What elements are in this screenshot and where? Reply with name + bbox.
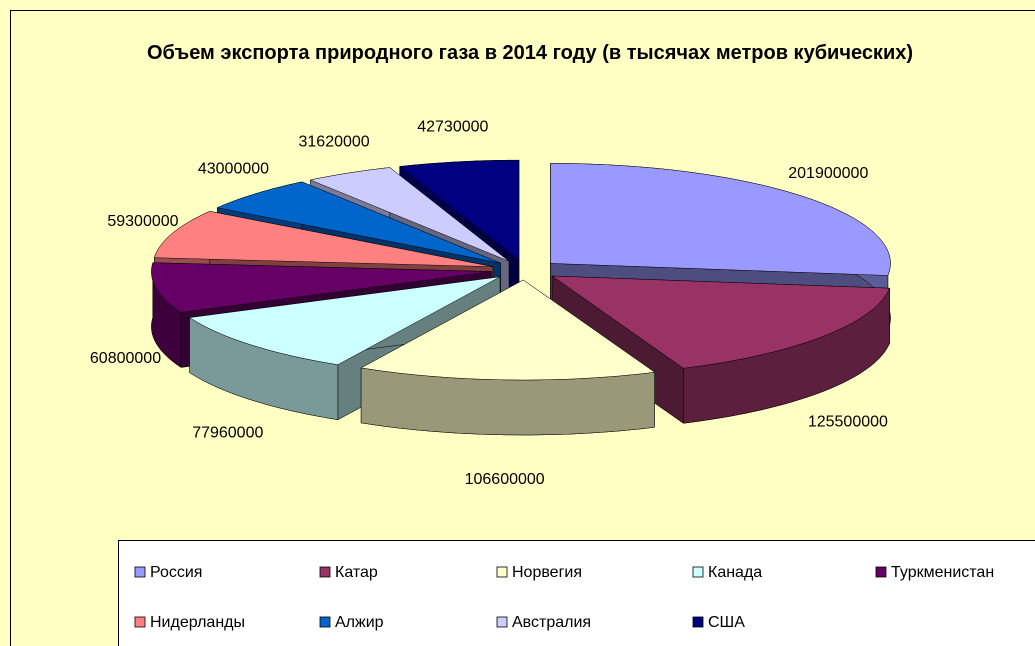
chart-title: Объем экспорта природного газа в 2014 го… [146, 42, 914, 64]
legend-label: Туркменистан [891, 564, 994, 581]
slice-top [216, 181, 501, 264]
slice-top [153, 211, 493, 267]
legend-label: Россия [150, 564, 202, 581]
legend-swatch [134, 566, 146, 578]
legend-box [118, 540, 1035, 646]
data-label: 106600000 [465, 471, 545, 488]
legend-label: Нидерланды [150, 614, 245, 631]
slice-top [550, 163, 891, 276]
legend-swatch [875, 566, 887, 578]
legend: Россия Катар Норвегия Канада Туркменистан Нид… [134, 564, 994, 631]
slice-top [551, 275, 890, 369]
legend-swatch [496, 616, 508, 628]
legend-label: Катар [335, 564, 378, 581]
slice-top [399, 159, 520, 261]
legend-swatch [319, 616, 331, 628]
data-label: 201900000 [788, 165, 868, 182]
pie-slice [360, 279, 656, 436]
slice-top [360, 279, 656, 381]
legend-swatch [692, 566, 704, 578]
slice-top [188, 276, 501, 365]
data-label: 43000000 [198, 161, 269, 178]
data-label: 31620000 [299, 133, 370, 150]
legend-label: Канада [708, 564, 762, 581]
legend-label: Норвегия [512, 564, 582, 581]
legend-label: США [708, 614, 745, 631]
slice-top [151, 262, 492, 313]
data-label: 77960000 [192, 425, 263, 442]
legend-swatch [692, 616, 704, 628]
legend-label: Алжир [335, 614, 384, 631]
legend-swatch [134, 616, 146, 628]
data-label: 125500000 [808, 414, 888, 431]
legend-swatch [496, 566, 508, 578]
data-label: 42730000 [417, 119, 488, 136]
data-label: 60800000 [90, 350, 161, 367]
slice-top [309, 167, 510, 262]
legend-label: Австралия [512, 614, 591, 631]
data-label: 59300000 [107, 213, 178, 230]
legend-swatch [319, 566, 331, 578]
